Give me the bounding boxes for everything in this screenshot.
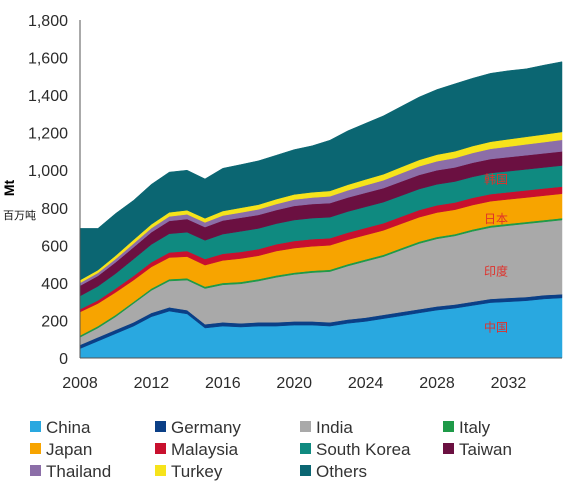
legend-label-south-korea: South Korea xyxy=(316,440,411,459)
y-tick-label: 1,000 xyxy=(28,163,68,180)
annotation-label: 印度 xyxy=(484,263,508,278)
x-tick-label: 2008 xyxy=(62,375,98,392)
x-tick-labels: 2008 2012 2016 2020 2024 2028 2032 xyxy=(62,375,526,392)
y-axis-label-secondary: 百万吨 xyxy=(3,209,36,222)
legend-swatch-india xyxy=(300,421,311,432)
legend-label-thailand: Thailand xyxy=(46,462,111,481)
y-tick-label: 1,600 xyxy=(28,51,68,68)
x-tick-label: 2028 xyxy=(419,375,455,392)
legend: China Germany India Italy Japan Malaysia South… xyxy=(30,418,512,481)
y-tick-labels: 0 200 400 600 800 1,000 1,200 1,400 1,600 1,800 xyxy=(28,13,68,368)
legend-swatch-turkey xyxy=(155,465,166,476)
legend-swatch-south-korea xyxy=(300,443,311,454)
legend-swatch-thailand xyxy=(30,465,41,476)
legend-swatch-taiwan xyxy=(443,443,454,454)
legend-label-germany: Germany xyxy=(171,418,241,437)
legend-label-india: India xyxy=(316,418,353,437)
x-tick-label: 2032 xyxy=(491,375,527,392)
y-tick-label: 200 xyxy=(41,313,68,330)
x-tick-label: 2020 xyxy=(276,375,312,392)
legend-label-japan: Japan xyxy=(46,440,92,459)
legend-label-turkey: Turkey xyxy=(171,462,223,481)
x-tick-label: 2024 xyxy=(348,375,384,392)
y-axis-label: Mt xyxy=(1,180,17,197)
area-others xyxy=(79,61,563,281)
legend-label-china: China xyxy=(46,418,91,437)
axes xyxy=(79,20,562,359)
annotation-label: 日本 xyxy=(484,212,508,226)
legend-label-italy: Italy xyxy=(459,418,491,437)
y-tick-label: 0 xyxy=(59,351,68,368)
legend-swatch-china xyxy=(30,421,41,432)
y-tick-label: 1,200 xyxy=(28,126,68,143)
legend-swatch-malaysia xyxy=(155,443,166,454)
y-tick-label: 600 xyxy=(41,238,68,255)
y-tick-label: 800 xyxy=(41,201,68,218)
y-tick-label: 1,800 xyxy=(28,13,68,30)
y-tick-label: 1,400 xyxy=(28,88,68,105)
annotation-label: 中国 xyxy=(484,320,508,335)
plot-areas xyxy=(79,61,563,359)
legend-label-taiwan: Taiwan xyxy=(459,440,512,459)
legend-label-others: Others xyxy=(316,462,367,481)
x-tick-label: 2016 xyxy=(205,375,241,392)
legend-label-malaysia: Malaysia xyxy=(171,440,239,459)
x-tick-label: 2012 xyxy=(134,375,170,392)
annotation-label: 韩国 xyxy=(484,171,508,186)
legend-swatch-japan xyxy=(30,443,41,454)
legend-swatch-germany xyxy=(155,421,166,432)
legend-swatch-italy xyxy=(443,421,454,432)
y-tick-label: 400 xyxy=(41,276,68,293)
legend-swatch-others xyxy=(300,465,311,476)
